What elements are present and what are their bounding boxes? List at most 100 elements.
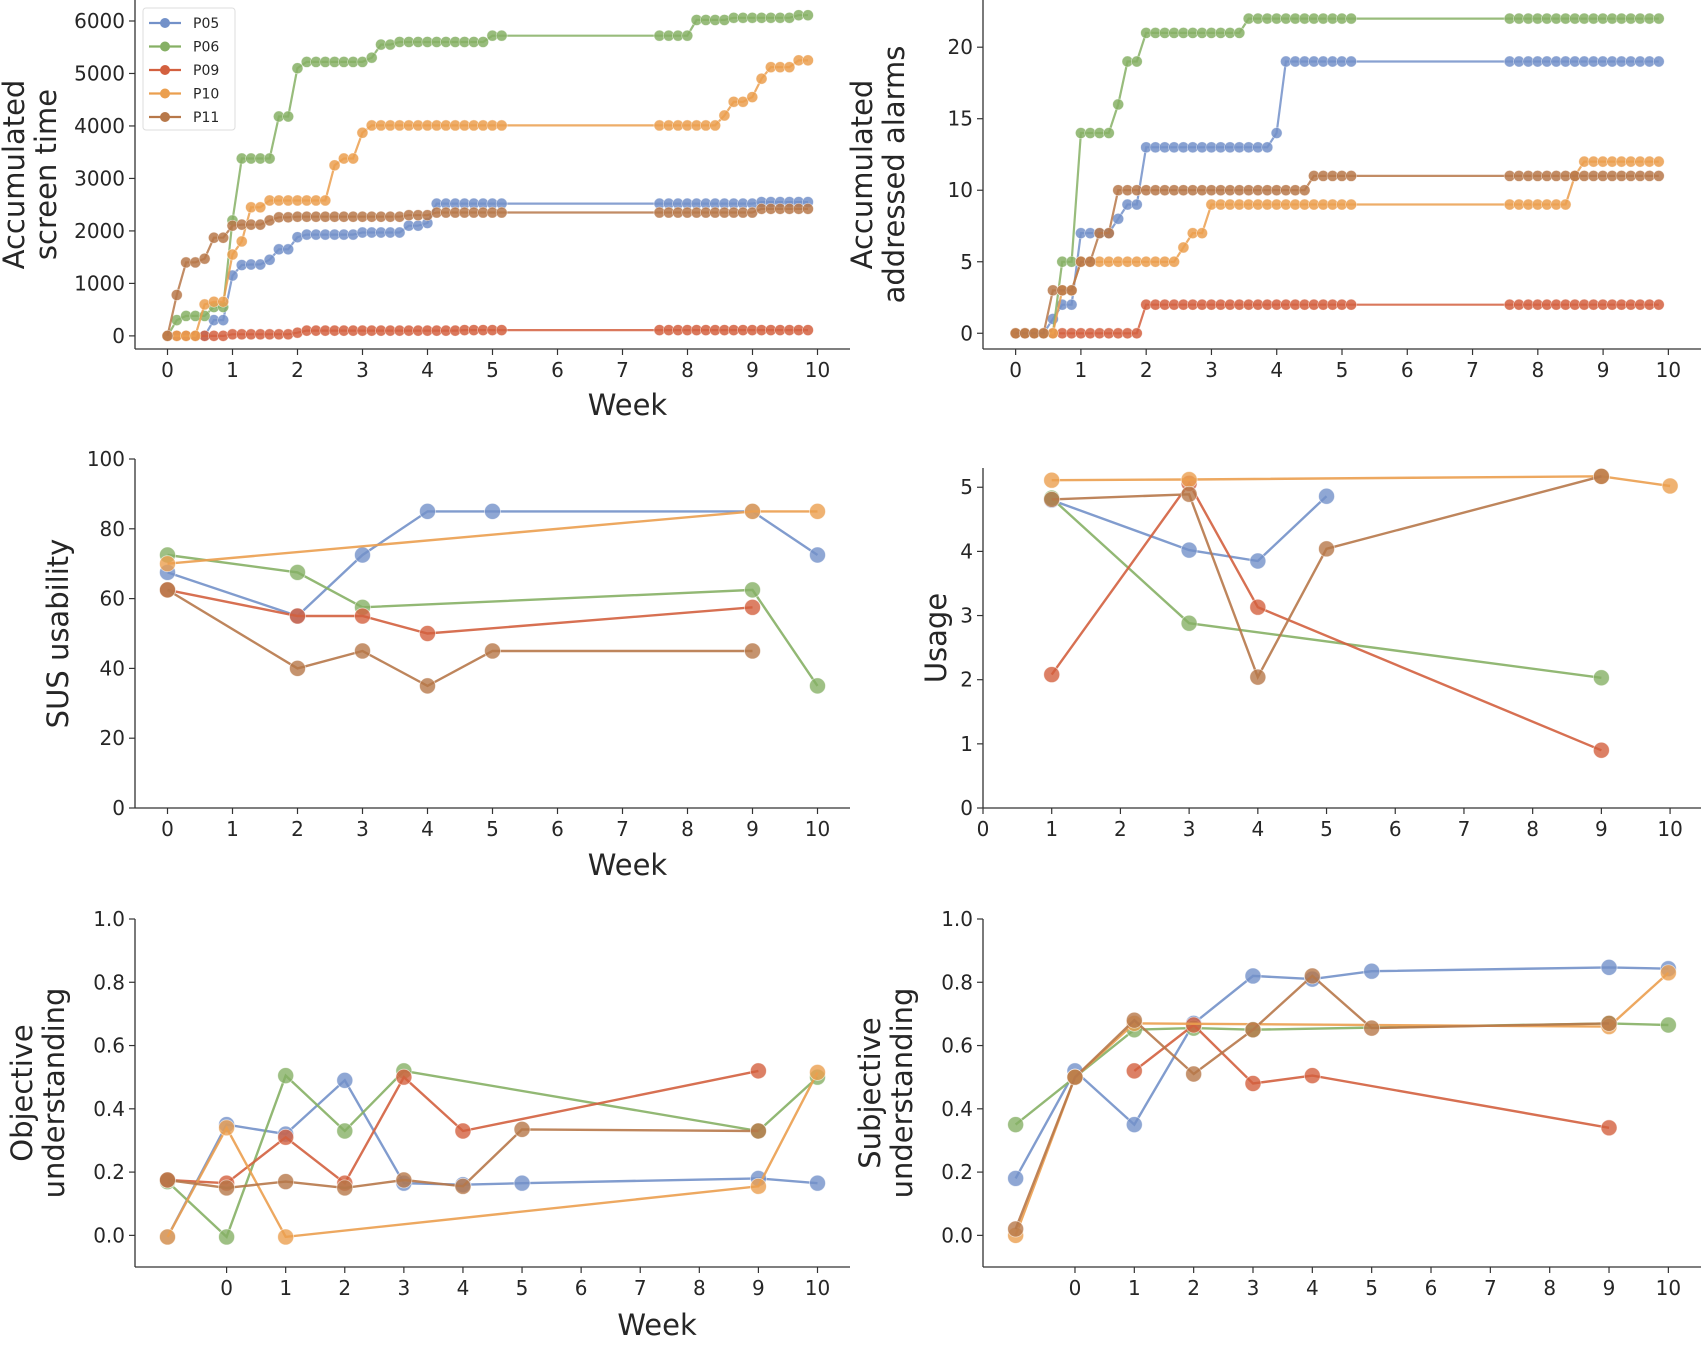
data-point-P06 xyxy=(681,29,694,42)
data-point-P09 xyxy=(1652,298,1665,311)
x-tick-label: 9 xyxy=(1597,358,1610,382)
series-P09 xyxy=(159,581,761,642)
series-P10 xyxy=(1007,964,1677,1244)
series-line-P10 xyxy=(1051,475,1671,488)
x-tick-label: 7 xyxy=(616,817,629,841)
data-point-P05 xyxy=(484,502,501,520)
y-axis-label: Subjective xyxy=(853,1017,887,1168)
y-tick-label: 20 xyxy=(948,35,973,59)
data-point-P11 xyxy=(1037,327,1050,340)
data-point-P09 xyxy=(1125,1062,1143,1080)
x-tick-label: 10 xyxy=(805,358,830,382)
legend-label: P11 xyxy=(193,110,219,126)
y-tick-label: 0.8 xyxy=(941,970,973,994)
data-point-P10 xyxy=(718,109,731,122)
series-line-P10 xyxy=(167,59,808,337)
series-P09 xyxy=(161,324,814,342)
x-tick-label: 4 xyxy=(421,358,434,382)
y-tick-label: 0.0 xyxy=(93,1223,125,1247)
data-point-P06 xyxy=(1652,12,1665,25)
data-point-P06 xyxy=(744,581,761,599)
x-tick-label: 10 xyxy=(805,1276,830,1300)
y-tick-label: 0.0 xyxy=(941,1223,973,1247)
x-tick-label: 7 xyxy=(634,1276,647,1300)
data-point-P09 xyxy=(419,625,436,642)
data-point-P06 xyxy=(218,1228,235,1246)
data-point-P09 xyxy=(1249,598,1267,616)
data-point-P11 xyxy=(1600,1015,1618,1032)
series-P09 xyxy=(1009,298,1665,340)
data-point-P09 xyxy=(744,598,761,616)
data-point-P11 xyxy=(1249,668,1267,686)
data-point-P11 xyxy=(454,1177,472,1195)
data-point-P10 xyxy=(1661,477,1679,495)
x-tick-label: 6 xyxy=(1425,1276,1438,1300)
series-line-P09 xyxy=(167,588,753,635)
data-point-P06 xyxy=(277,1067,295,1084)
data-point-P11 xyxy=(419,677,436,695)
x-tick-label: 4 xyxy=(457,1276,470,1300)
x-tick-label: 9 xyxy=(746,358,759,382)
data-point-P10 xyxy=(226,248,239,261)
x-tick-label: 9 xyxy=(752,1276,765,1300)
series-line-P11 xyxy=(1051,475,1602,681)
data-point-P11 xyxy=(513,1120,531,1138)
x-tick-label: 1 xyxy=(226,817,239,841)
y-axis-label: Accumulated xyxy=(0,80,31,270)
y-tick-label: 5 xyxy=(960,250,973,274)
x-tick-label: 1 xyxy=(1075,358,1088,382)
data-point-P10 xyxy=(356,126,369,139)
series-line-P09 xyxy=(1050,481,1602,752)
y-tick-label: 0.6 xyxy=(941,1034,973,1058)
series-P10 xyxy=(159,502,826,573)
data-point-P09 xyxy=(1600,1119,1618,1137)
x-tick-label: 10 xyxy=(805,817,830,841)
y-tick-label: 15 xyxy=(948,107,973,131)
legend-entry-P11: P11 xyxy=(149,110,219,126)
data-point-P05 xyxy=(513,1174,531,1192)
series-line-P11 xyxy=(1015,174,1659,335)
x-tick-label: 8 xyxy=(1531,358,1544,382)
data-point-P10 xyxy=(755,72,768,85)
panel-usage: 012345678910012345WeekUsage xyxy=(919,467,1701,841)
data-point-P09 xyxy=(802,324,814,336)
y-tick-label: 80 xyxy=(100,517,125,541)
series-P06 xyxy=(1043,489,1610,687)
data-point-P09 xyxy=(395,1068,413,1086)
y-axis-label: Accumulated xyxy=(845,80,879,270)
data-point-P05 xyxy=(1318,487,1335,505)
data-point-P05 xyxy=(263,253,276,266)
series-line-P09 xyxy=(1133,1023,1610,1129)
legend-marker xyxy=(160,112,170,122)
y-tick-label: 0.2 xyxy=(941,1160,973,1184)
x-tick-label: 8 xyxy=(693,1276,706,1300)
x-tick-label: 8 xyxy=(1526,817,1539,841)
y-tick-label: 4000 xyxy=(74,114,125,138)
series-line-P05 xyxy=(1015,60,1659,335)
x-tick-label: 5 xyxy=(1365,1276,1378,1300)
data-point-P09 xyxy=(1131,327,1143,340)
data-point-P11 xyxy=(1103,227,1115,239)
x-tick-label: 7 xyxy=(1466,358,1479,382)
legend-label: P09 xyxy=(193,63,219,79)
legend-label: P06 xyxy=(193,40,219,56)
data-point-P05 xyxy=(1112,213,1124,225)
x-tick-label: 5 xyxy=(516,1276,529,1300)
y-axis-label: Usage xyxy=(919,593,953,683)
data-point-P11 xyxy=(1652,170,1665,182)
data-point-P11 xyxy=(289,660,306,677)
x-tick-label: 0 xyxy=(161,817,174,841)
data-point-P10 xyxy=(1559,198,1572,211)
data-point-P05 xyxy=(282,243,294,256)
data-point-P10 xyxy=(744,502,761,520)
series-P06 xyxy=(159,1062,826,1246)
y-tick-label: 100 xyxy=(87,447,125,471)
data-point-P06 xyxy=(1131,55,1143,68)
data-point-P06 xyxy=(1659,1016,1677,1034)
data-point-P10 xyxy=(189,330,202,342)
x-tick-label: 4 xyxy=(1251,817,1264,841)
legend: P05 P06 P09 P10 P11 xyxy=(142,7,236,131)
legend-marker xyxy=(160,88,170,99)
data-point-P06 xyxy=(336,1122,354,1140)
series-line-P06 xyxy=(1050,497,1602,679)
